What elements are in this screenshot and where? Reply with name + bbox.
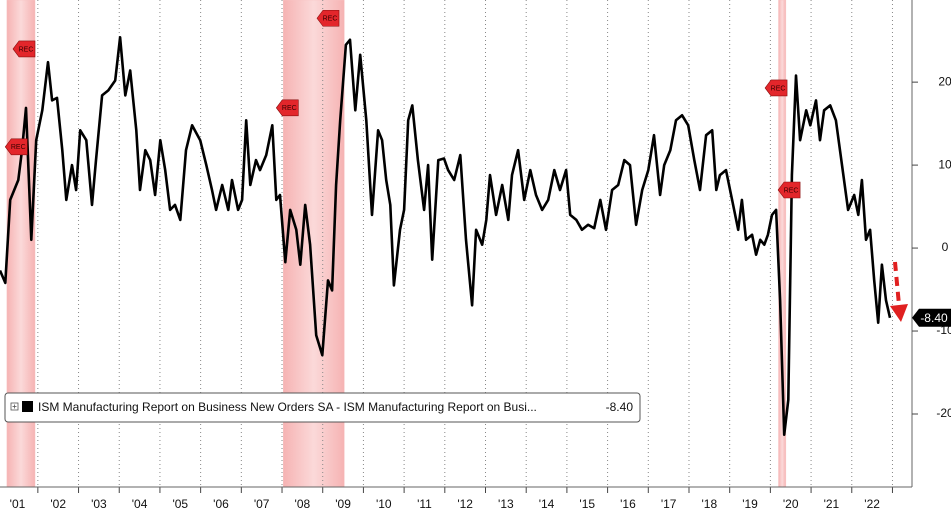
x-tick-label: '03 <box>91 497 107 511</box>
x-tick-label: '20 <box>783 497 799 511</box>
y-tick-label: -20 <box>936 406 951 420</box>
annotations: REC REC REC REC REC REC <box>4 9 801 199</box>
x-tick-label: '15 <box>579 497 595 511</box>
y-tick-label: 10 <box>938 157 951 171</box>
x-tick-label: '11 <box>417 497 432 511</box>
legend-label: ISM Manufacturing Report on Business New… <box>38 400 537 414</box>
lines <box>0 36 892 436</box>
y-tick-label: 0 <box>942 240 949 254</box>
x-tick-label: '04 <box>132 497 148 511</box>
x-tick-label: '01 <box>10 497 26 511</box>
x-tick-label: '06 <box>213 497 229 511</box>
legend: ISM Manufacturing Report on Business New… <box>4 392 641 423</box>
last-value-label: -8.40 <box>920 311 948 325</box>
rec-label: REC <box>19 46 34 53</box>
rec-tag <box>275 99 299 117</box>
x-tick-label: '17 <box>661 497 677 511</box>
trend-arrow <box>890 261 908 322</box>
rec-label: REC <box>11 144 26 151</box>
rec-tag <box>12 40 36 58</box>
rec-label: REC <box>323 16 338 23</box>
x-tick-label: '13 <box>498 497 514 511</box>
x-tick-label: '22 <box>864 497 880 511</box>
rec-label: REC <box>771 85 786 92</box>
legend-value: -8.40 <box>606 400 634 414</box>
x-tick-label: '16 <box>620 497 636 511</box>
x-tick-label: '12 <box>457 497 473 511</box>
last-value-callout <box>912 308 951 327</box>
y-tick-label: 20 <box>938 74 951 88</box>
x-tick-label: '19 <box>742 497 758 511</box>
x-tick-label: '07 <box>254 497 270 511</box>
x-tick-label: '02 <box>50 497 66 511</box>
series-line <box>0 36 892 436</box>
x-tick-label: '14 <box>539 497 555 511</box>
rec-tag <box>777 181 801 199</box>
rec-tag <box>764 79 788 97</box>
x-tick-label: '18 <box>702 497 718 511</box>
rec-tag <box>4 138 28 156</box>
x-tick-label: '10 <box>376 497 392 511</box>
legend-expander <box>10 402 19 411</box>
rec-tag <box>316 9 340 27</box>
rec-label: REC <box>282 105 297 112</box>
x-tick-label: '08 <box>295 497 311 511</box>
legend-swatch <box>22 401 33 412</box>
rec-label: REC <box>784 187 799 194</box>
x-tick-label: '05 <box>172 497 188 511</box>
arrow-head <box>890 304 908 322</box>
legend-box <box>4 392 641 423</box>
x-tick-label: '09 <box>335 497 351 511</box>
x-tick-label: '21 <box>824 497 840 511</box>
arrow-shaft <box>893 261 901 306</box>
